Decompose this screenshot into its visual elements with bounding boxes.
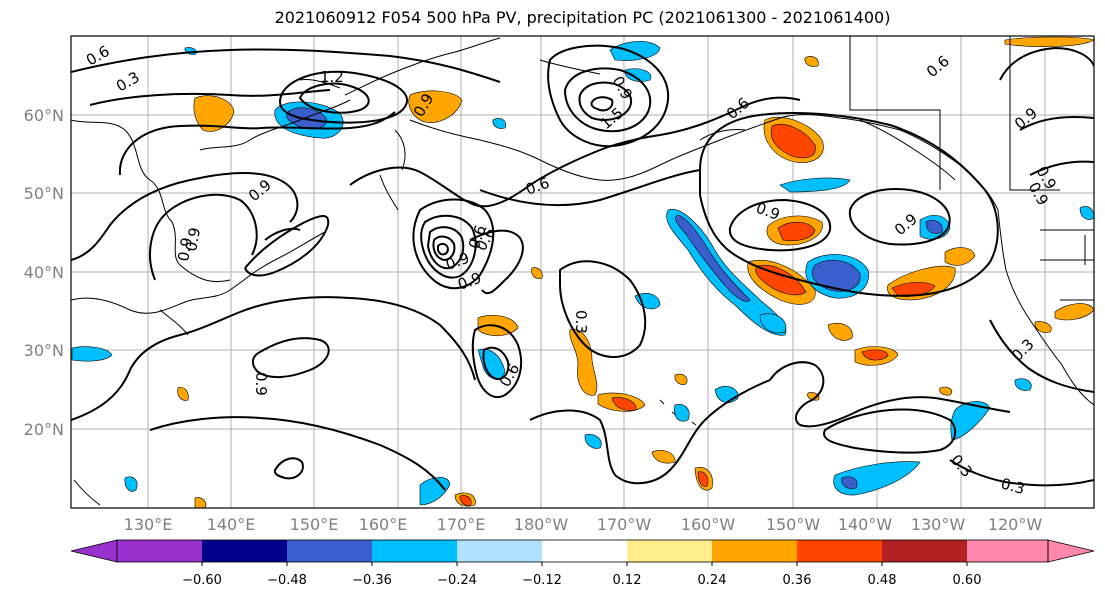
colorbar-tick-label: −0.60 (182, 573, 222, 588)
contour-label: 0.9 (252, 372, 270, 396)
lat-label: 40°N (24, 263, 64, 282)
contour-label: 0.3 (572, 310, 590, 334)
colorbar-bin (882, 540, 967, 562)
colorbar-tick-label: 0.24 (698, 573, 727, 588)
longitude-labels: 130°E 140°E 150°E 160°E 170°E 180°W 170°… (124, 515, 1043, 534)
colorbar-tick-label: −0.12 (522, 573, 562, 588)
lat-label: 30°N (24, 341, 64, 360)
colorbar-bin (457, 540, 542, 562)
contour-label: 0.9 (174, 236, 196, 263)
coastlines (71, 36, 1094, 506)
colorbar-tick-label: 0.12 (613, 573, 642, 588)
latitude-labels: 60°N 50°N 40°N 30°N 20°N (24, 106, 64, 439)
colorbar-bin (712, 540, 797, 562)
contour-label: 1.2 (320, 68, 344, 86)
colorbar-bin (202, 540, 287, 562)
colorbar-bin (372, 540, 457, 562)
colorbar: −0.60 −0.48 −0.36 −0.24 −0.12 0.12 0.24 … (70, 539, 1095, 588)
colorbar-bin (967, 540, 1048, 562)
colorbar-bin (627, 540, 712, 562)
colorbar-tick-label: −0.48 (267, 573, 307, 588)
lat-label: 20°N (24, 420, 64, 439)
colorbar-tick-label: −0.36 (352, 573, 392, 588)
lon-label: 160°E (359, 515, 408, 534)
colorbar-outline (116, 539, 1049, 563)
lon-label: 140°E (207, 515, 256, 534)
colorbar-over-extension (1047, 539, 1095, 563)
pv-contours (71, 44, 1094, 491)
lon-label: 120°W (988, 515, 1043, 534)
map-title: 2021060912 F054 500 hPa PV, precipitatio… (274, 8, 891, 27)
colorbar-tick-label: 0.36 (783, 573, 812, 588)
lat-label: 50°N (24, 184, 64, 203)
colorbar-tick-label: −0.24 (437, 573, 477, 588)
lon-label: 130°E (124, 515, 173, 534)
colorbar-bin (797, 540, 882, 562)
lon-label: 160°W (681, 515, 736, 534)
gridlines (71, 36, 1094, 508)
map-frame (70, 35, 1095, 509)
colorbar-tick-label: 0.48 (868, 573, 897, 588)
colorbar-bin (542, 540, 627, 562)
lon-label: 150°E (290, 515, 339, 534)
contour-label: 0.3 (999, 474, 1027, 498)
lon-label: 150°W (766, 515, 821, 534)
contour-label: 0.9 (182, 226, 204, 253)
colorbar-tick-label: 0.60 (953, 573, 982, 588)
lon-label: 140°W (838, 515, 893, 534)
lon-label: 170°E (437, 515, 486, 534)
colorbar-under-extension (70, 539, 118, 563)
colorbar-bin (117, 540, 202, 562)
lon-label: 170°W (597, 515, 652, 534)
lat-label: 60°N (24, 106, 64, 125)
colorbar-bin (287, 540, 372, 562)
lon-label: 180°W (514, 515, 569, 534)
lon-label: 130°W (911, 515, 966, 534)
